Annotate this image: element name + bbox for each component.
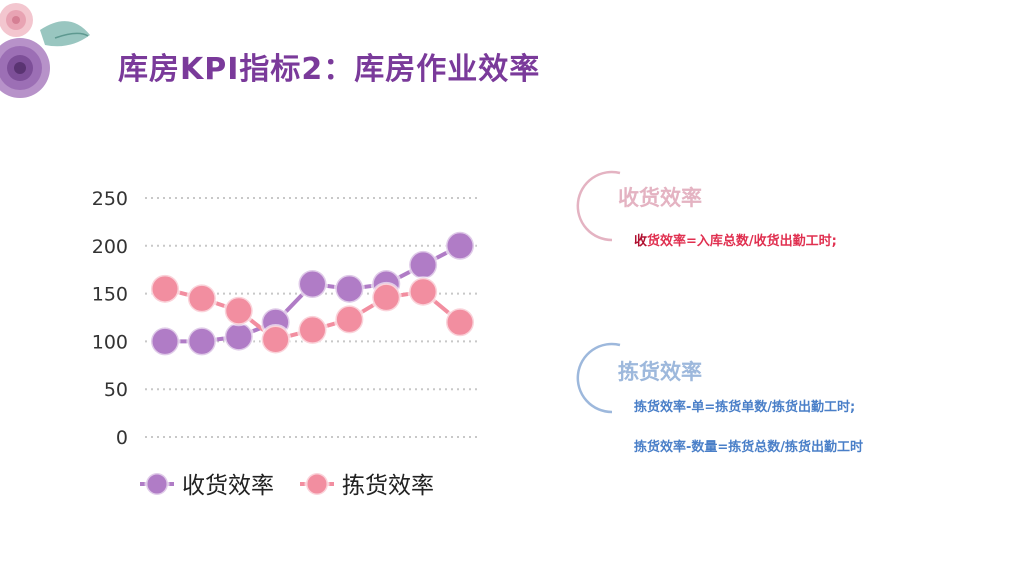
y-tick-label: 100 — [92, 331, 128, 353]
y-tick-label: 0 — [116, 427, 128, 449]
y-tick-label: 250 — [92, 188, 128, 210]
y-tick-label: 50 — [104, 379, 128, 401]
y-tick-label: 200 — [92, 236, 128, 258]
series-2-point — [370, 281, 402, 313]
flower-decoration — [0, 3, 90, 98]
legend-label: 拣货效率 — [342, 473, 434, 499]
series-1-point — [149, 325, 181, 357]
series-2-point — [444, 306, 476, 338]
page-title: 库房KPI指标2：库房作业效率 — [118, 52, 541, 87]
series-1-point — [297, 268, 328, 300]
picking-card: 拣货效率 拣货效率-单=拣货单数/拣货出勤工时; 拣货效率-数量=拣货总数/拣货… — [568, 340, 988, 460]
y-tick-label: 150 — [92, 284, 128, 306]
series-2-point — [333, 303, 365, 335]
series-1-point — [444, 230, 476, 262]
series-1-point — [186, 325, 218, 357]
picking-formula-by-quantity: 拣货效率-数量=拣货总数/拣货出勤工时 — [634, 440, 864, 455]
picking-arc-icon — [576, 342, 621, 414]
series-1-point — [223, 321, 255, 353]
receiving-formula-prefix: 收 — [634, 234, 648, 249]
series-2-point — [149, 273, 181, 305]
legend-swatch-marker — [144, 471, 170, 497]
receiving-heading: 收货效率 — [618, 186, 702, 210]
receiving-formula: 收货效率=入库总数/收货出勤工时; — [634, 230, 837, 249]
series-2-point — [223, 295, 255, 327]
series-2-point — [186, 282, 218, 314]
series-2-point — [407, 276, 439, 308]
receiving-card: 收货效率 收货效率=入库总数/收货出勤工时; — [568, 168, 988, 249]
receiving-arc-icon — [576, 170, 621, 242]
legend-label: 收货效率 — [182, 473, 274, 499]
receiving-formula-text: 货效率=入库总数/收货出勤工时; — [647, 234, 837, 249]
line-chart: 0 50 100 150 200 250 收货效率 拣货效率 — [92, 188, 480, 499]
picking-formula-by-order: 拣货效率-单=拣货单数/拣货出勤工时; — [634, 400, 856, 415]
series-1-point — [407, 249, 439, 281]
picking-heading: 拣货效率 — [618, 360, 702, 384]
series-1-point — [333, 273, 365, 305]
series-2-point — [260, 323, 292, 355]
legend-swatch-marker — [304, 471, 330, 497]
series-2-point — [297, 314, 328, 346]
